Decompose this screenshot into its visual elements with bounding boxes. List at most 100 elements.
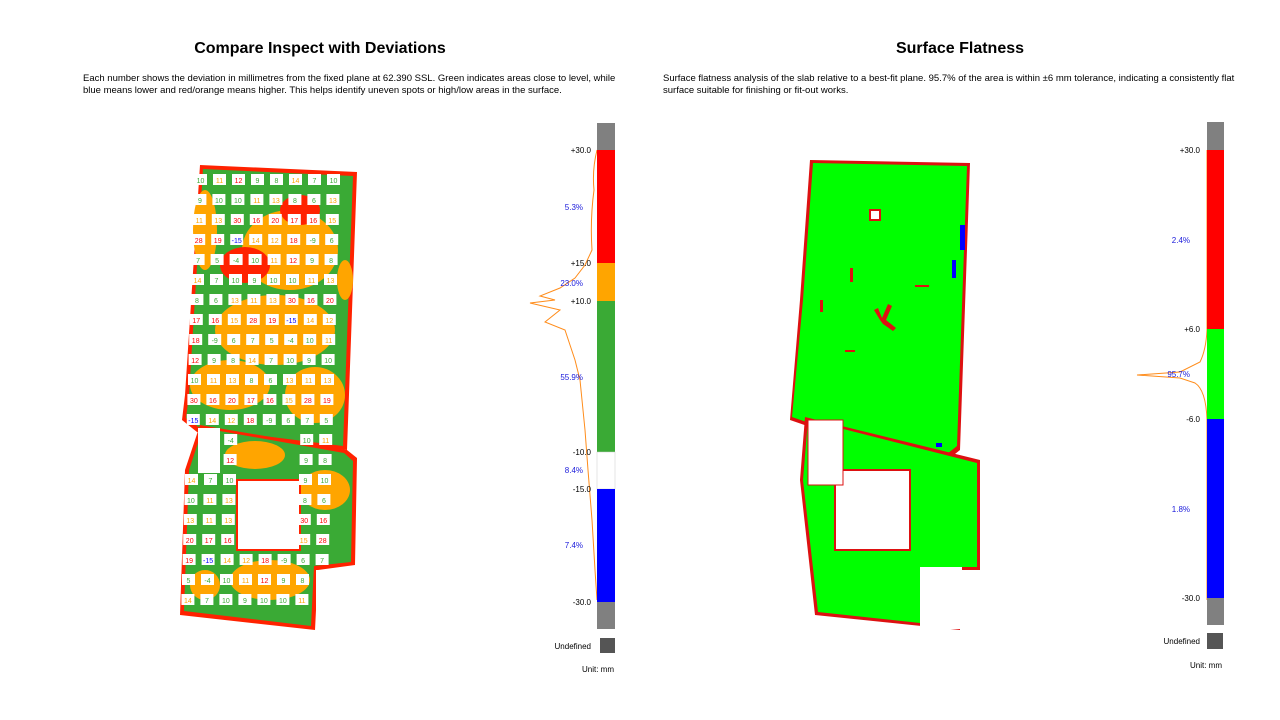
deviation-value: 11 <box>206 518 213 525</box>
deviation-value: 7 <box>251 338 255 345</box>
deviation-label-box <box>239 554 253 565</box>
deviation-label-box <box>268 234 282 245</box>
tick-label: -30.0 <box>573 598 592 607</box>
deviation-label-box <box>262 414 276 425</box>
deviation-label-box <box>306 234 320 245</box>
panel-description: Surface flatness analysis of the slab re… <box>663 73 1235 96</box>
deviation-label-box <box>208 334 222 345</box>
deviation-value: 11 <box>196 218 203 225</box>
deviation-value: 6 <box>322 498 326 505</box>
deviation-label-box <box>277 574 290 585</box>
deviation-value: 7 <box>196 258 200 265</box>
deviation-value: 8 <box>231 358 235 365</box>
deviation-value: 6 <box>312 198 316 205</box>
deviation-value: 15 <box>328 218 336 225</box>
deviation-label-box <box>230 214 244 225</box>
deviation-label-box <box>251 174 264 185</box>
deviation-value: 11 <box>253 198 260 205</box>
tick-label: +30.0 <box>1180 146 1201 155</box>
deviation-label-box <box>248 254 262 265</box>
deviation-label-box <box>250 194 264 205</box>
deviation-label-box <box>225 394 239 405</box>
deviation-label-box <box>269 194 283 205</box>
deviation-value: 6 <box>269 378 273 385</box>
deviation-value: 17 <box>247 398 255 405</box>
deviation-label-box <box>299 454 313 465</box>
flatness-panel: Surface Flatness Surface flatness analys… <box>640 0 1280 720</box>
deviation-value: 20 <box>228 398 236 405</box>
deviation-value: 14 <box>252 238 260 245</box>
deviation-label-box <box>212 194 226 205</box>
deviation-label-box <box>327 174 340 185</box>
tick-label: -30.0 <box>1182 594 1201 603</box>
deviation-label-box <box>182 554 196 565</box>
deviation-label-box <box>201 574 214 585</box>
deviation-label-box <box>247 294 261 305</box>
deviation-label-box <box>245 374 258 385</box>
deviation-label-box <box>229 254 243 265</box>
deviation-label-box <box>201 554 215 565</box>
deviation-value: 10 <box>197 178 205 185</box>
deviation-label-box <box>300 414 314 425</box>
deviation-label-box <box>322 314 336 325</box>
deviation-label-box <box>209 294 223 305</box>
deviation-label-box <box>187 394 201 405</box>
deviation-label-box <box>189 334 203 345</box>
deviation-label-box <box>221 534 235 545</box>
deviation-value: 28 <box>195 238 203 245</box>
flatness-colorbar <box>1207 122 1224 625</box>
deviation-label-box <box>223 454 237 465</box>
percentage-label: 8.4% <box>565 466 583 475</box>
deviation-value: 15 <box>230 318 238 325</box>
deviation-label-box <box>213 174 226 185</box>
deviation-label-box <box>270 174 283 185</box>
percentage-label: 1.8% <box>1172 505 1190 514</box>
deviation-label-box <box>281 414 295 425</box>
low-spots <box>936 225 965 447</box>
deviation-value: 12 <box>289 258 297 265</box>
opening-bottom <box>316 570 356 630</box>
deviation-value: 17 <box>205 538 213 545</box>
deviation-value: 19 <box>185 558 193 565</box>
deviation-label-box <box>324 254 338 265</box>
deviation-value: 10 <box>215 198 223 205</box>
deviation-value: 5 <box>215 258 219 265</box>
deviation-label-box <box>243 414 257 425</box>
deviation-colorbar <box>596 123 616 629</box>
deviation-value: 6 <box>286 418 290 425</box>
deviation-value: -9 <box>212 338 218 345</box>
deviation-value: -4 <box>233 258 239 265</box>
deviation-label-box <box>316 534 330 545</box>
deviation-value: 11 <box>325 338 332 345</box>
deviation-label-box <box>204 474 217 485</box>
deviation-label-box <box>299 474 312 485</box>
deviation-label-box <box>298 494 312 505</box>
deviation-label-box <box>221 514 235 525</box>
deviation-value: 13 <box>229 378 237 385</box>
flatness-map <box>790 160 980 630</box>
deviation-label-box <box>295 594 309 605</box>
percentage-label: 7.4% <box>565 541 583 550</box>
deviation-label-box <box>318 474 331 485</box>
deviation-value: 15 <box>300 538 308 545</box>
deviation-label-box <box>244 394 258 405</box>
deviation-value: 9 <box>304 478 308 485</box>
unit-label: Unit: mm <box>582 665 614 674</box>
tick-label: -15.0 <box>573 485 592 494</box>
deviation-value: 7 <box>215 278 219 285</box>
deviation-label-box <box>284 334 298 345</box>
opening-centre <box>834 469 911 551</box>
deviation-value: 20 <box>186 538 194 545</box>
deviation-label-box <box>238 594 252 605</box>
deviation-value: 13 <box>225 498 233 505</box>
deviation-label-box <box>325 214 339 225</box>
deviation-label-box <box>246 314 260 325</box>
deviation-value: 8 <box>301 578 305 585</box>
deviation-label-box <box>239 574 252 585</box>
deviation-label-box <box>297 514 311 525</box>
deviation-label-box <box>300 434 314 445</box>
deviation-value: 7 <box>305 418 309 425</box>
panel-title: Compare Inspect with Deviations <box>194 40 446 57</box>
tick-label: -10.0 <box>573 448 592 457</box>
opening-left <box>198 428 220 473</box>
